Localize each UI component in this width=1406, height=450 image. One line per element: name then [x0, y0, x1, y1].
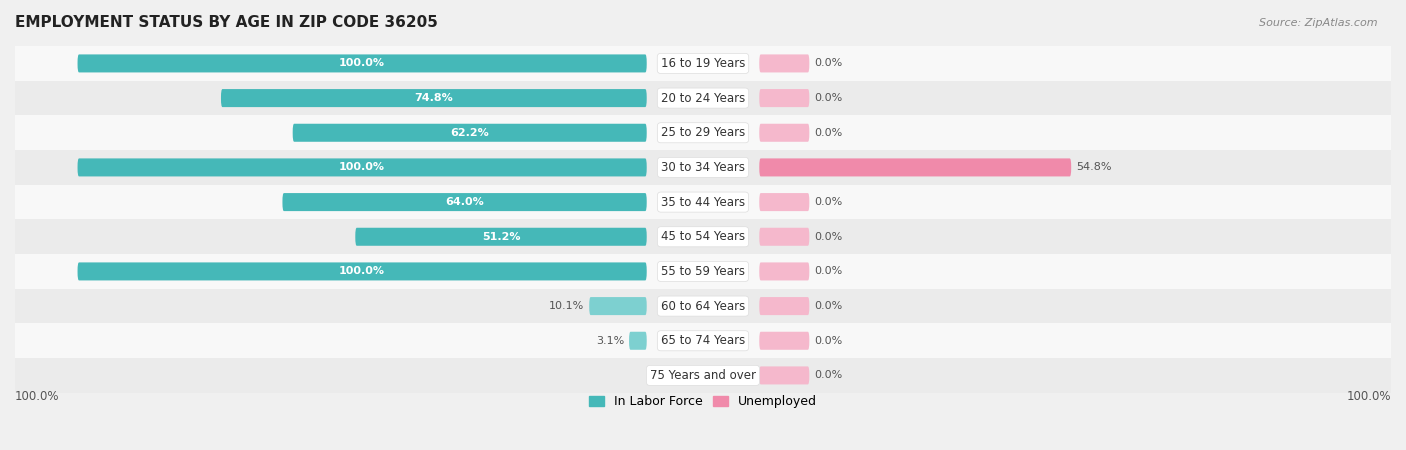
Bar — [15, 115, 1391, 150]
Text: 100.0%: 100.0% — [339, 266, 385, 276]
FancyBboxPatch shape — [759, 89, 810, 107]
Text: 100.0%: 100.0% — [1347, 390, 1391, 403]
Text: EMPLOYMENT STATUS BY AGE IN ZIP CODE 36205: EMPLOYMENT STATUS BY AGE IN ZIP CODE 362… — [15, 15, 437, 30]
FancyBboxPatch shape — [77, 158, 647, 176]
Text: 0.0%: 0.0% — [814, 128, 842, 138]
FancyBboxPatch shape — [759, 262, 810, 280]
Text: 0.0%: 0.0% — [814, 197, 842, 207]
Bar — [15, 81, 1391, 115]
FancyBboxPatch shape — [628, 332, 647, 350]
Text: 30 to 34 Years: 30 to 34 Years — [661, 161, 745, 174]
Bar — [15, 46, 1391, 81]
Text: 60 to 64 Years: 60 to 64 Years — [661, 300, 745, 313]
Text: 0.0%: 0.0% — [814, 301, 842, 311]
Text: 55 to 59 Years: 55 to 59 Years — [661, 265, 745, 278]
Text: 3.1%: 3.1% — [596, 336, 624, 346]
Text: 65 to 74 Years: 65 to 74 Years — [661, 334, 745, 347]
Legend: In Labor Force, Unemployed: In Labor Force, Unemployed — [583, 390, 823, 413]
Text: 16 to 19 Years: 16 to 19 Years — [661, 57, 745, 70]
Text: 0.0%: 0.0% — [814, 232, 842, 242]
FancyBboxPatch shape — [759, 332, 810, 350]
Text: 45 to 54 Years: 45 to 54 Years — [661, 230, 745, 243]
FancyBboxPatch shape — [759, 193, 810, 211]
FancyBboxPatch shape — [759, 124, 810, 142]
FancyBboxPatch shape — [759, 228, 810, 246]
FancyBboxPatch shape — [356, 228, 647, 246]
FancyBboxPatch shape — [221, 89, 647, 107]
Text: 0.0%: 0.0% — [814, 93, 842, 103]
Bar — [15, 254, 1391, 289]
Text: 0.0%: 0.0% — [814, 370, 842, 380]
Text: 100.0%: 100.0% — [339, 162, 385, 172]
FancyBboxPatch shape — [589, 297, 647, 315]
FancyBboxPatch shape — [292, 124, 647, 142]
Text: 64.0%: 64.0% — [446, 197, 484, 207]
Text: 100.0%: 100.0% — [15, 390, 59, 403]
Bar — [15, 220, 1391, 254]
Text: 0.0%: 0.0% — [814, 266, 842, 276]
FancyBboxPatch shape — [759, 366, 810, 384]
Text: 54.8%: 54.8% — [1076, 162, 1112, 172]
FancyBboxPatch shape — [283, 193, 647, 211]
Text: 75 Years and over: 75 Years and over — [650, 369, 756, 382]
Text: 74.8%: 74.8% — [415, 93, 453, 103]
Text: 100.0%: 100.0% — [339, 58, 385, 68]
Text: 20 to 24 Years: 20 to 24 Years — [661, 92, 745, 104]
Text: 25 to 29 Years: 25 to 29 Years — [661, 126, 745, 139]
Bar — [15, 150, 1391, 185]
Bar — [15, 185, 1391, 220]
Text: Source: ZipAtlas.com: Source: ZipAtlas.com — [1260, 18, 1378, 28]
Text: 10.1%: 10.1% — [548, 301, 585, 311]
FancyBboxPatch shape — [77, 54, 647, 72]
Bar — [15, 324, 1391, 358]
FancyBboxPatch shape — [759, 158, 1071, 176]
Bar — [15, 289, 1391, 324]
Text: 35 to 44 Years: 35 to 44 Years — [661, 196, 745, 209]
FancyBboxPatch shape — [77, 262, 647, 280]
Bar — [15, 358, 1391, 393]
Text: 62.2%: 62.2% — [450, 128, 489, 138]
Text: 0.0%: 0.0% — [814, 336, 842, 346]
Text: 0.0%: 0.0% — [814, 58, 842, 68]
FancyBboxPatch shape — [759, 54, 810, 72]
Text: 51.2%: 51.2% — [482, 232, 520, 242]
FancyBboxPatch shape — [759, 297, 810, 315]
